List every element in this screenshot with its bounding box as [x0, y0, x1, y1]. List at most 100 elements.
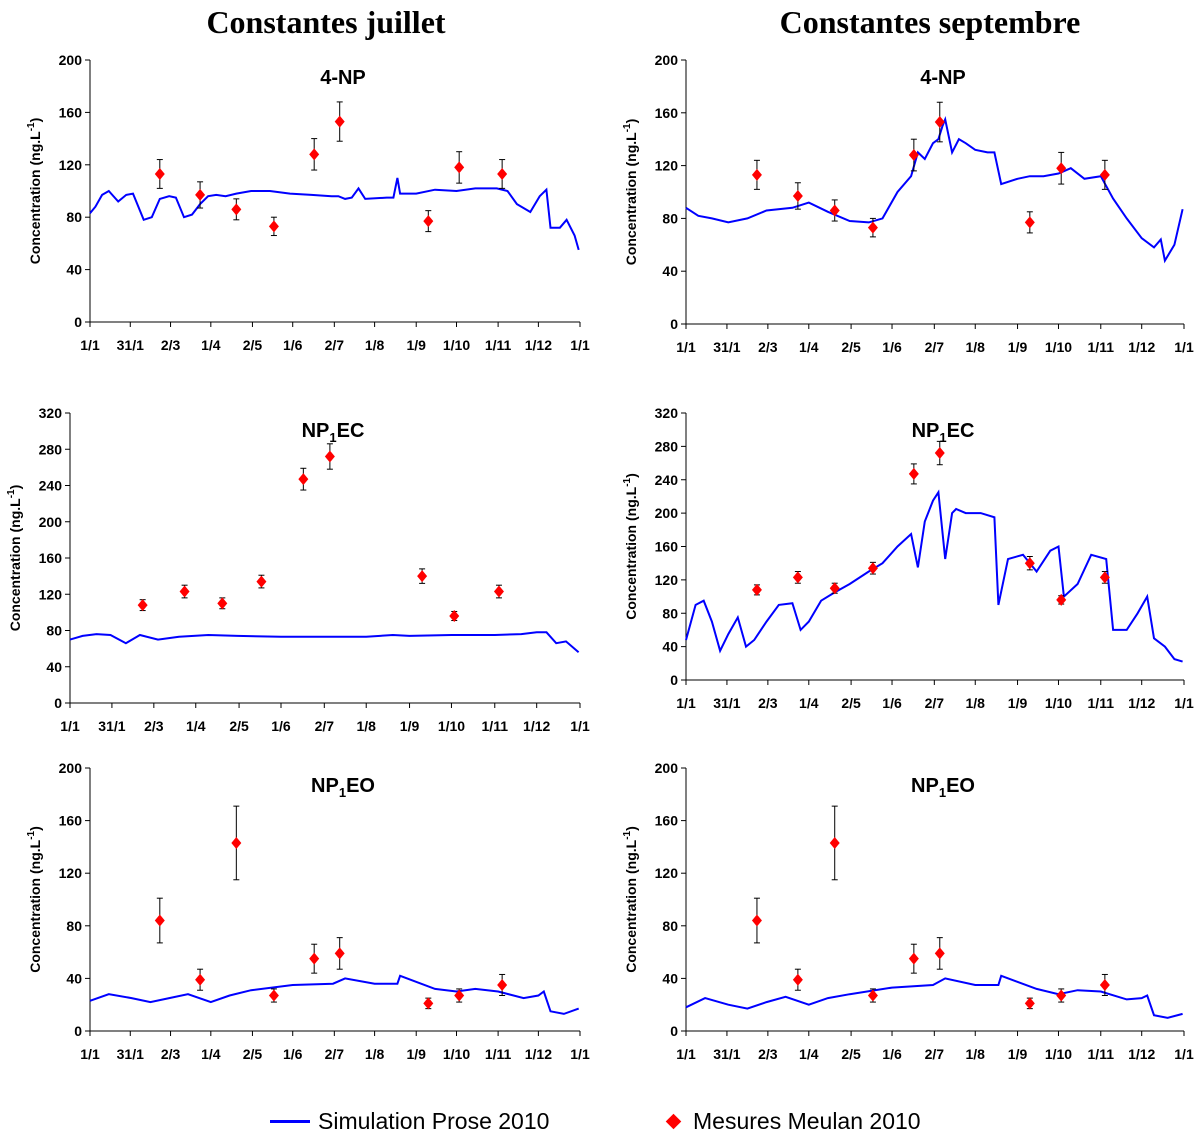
x-tick-label: 1/1 [676, 695, 696, 711]
measure-point [497, 167, 508, 180]
measure-point [934, 116, 945, 129]
y-tick-label: 0 [670, 672, 678, 688]
measure-point [1024, 997, 1035, 1010]
chart-title: NP1EC [912, 420, 975, 445]
x-tick-label: 2/7 [325, 1046, 345, 1062]
x-tick-label: 1/1 [1174, 695, 1194, 711]
measure-point [334, 115, 345, 128]
measure-point [154, 167, 165, 180]
x-tick-label: 1/1 [676, 339, 696, 355]
x-tick-label: 1/8 [966, 339, 986, 355]
measure-point [423, 997, 434, 1010]
y-tick-label: 0 [670, 1023, 678, 1039]
measure-point [1056, 162, 1067, 175]
measure-point [934, 447, 945, 460]
measure-point [1024, 557, 1035, 570]
x-tick-label: 1/4 [201, 337, 221, 353]
x-tick-label: 1/11 [1088, 695, 1115, 711]
x-tick-label: 1/1 [570, 1046, 590, 1062]
measure-point [751, 583, 762, 596]
y-tick-label: 120 [655, 158, 679, 174]
measure-point [493, 585, 504, 598]
x-tick-label: 1/6 [882, 695, 902, 711]
y-tick-label: 80 [662, 918, 678, 934]
y-tick-label: 240 [39, 478, 63, 494]
x-tick-label: 1/1 [80, 337, 100, 353]
x-tick-label: 1/4 [186, 718, 206, 734]
y-tick-label: 80 [46, 623, 62, 639]
y-tick-label: 200 [59, 52, 83, 68]
x-tick-label: 2/3 [758, 695, 778, 711]
measure-point [137, 599, 148, 612]
measure-point [334, 947, 345, 960]
measure-point [423, 215, 434, 228]
y-tick-label: 320 [39, 405, 63, 421]
x-tick-label: 2/7 [925, 339, 945, 355]
x-tick-label: 1/9 [406, 1046, 426, 1062]
x-tick-label: 1/12 [1128, 1046, 1155, 1062]
x-tick-label: 2/5 [243, 337, 263, 353]
x-tick-label: 1/6 [882, 1046, 902, 1062]
x-tick-label: 1/6 [283, 1046, 303, 1062]
measure-point [867, 221, 878, 234]
measure-point [908, 149, 919, 162]
x-tick-label: 1/8 [966, 1046, 986, 1062]
x-tick-label: 31/1 [98, 718, 125, 734]
legend-label-measures: Mesures Meulan 2010 [693, 1108, 921, 1134]
y-tick-label: 280 [655, 438, 679, 454]
measure-point [908, 952, 919, 965]
x-tick-label: 1/10 [438, 718, 465, 734]
measure-point [1099, 571, 1110, 584]
measure-point [309, 148, 320, 161]
measure-point [256, 575, 267, 588]
x-tick-label: 31/1 [713, 339, 740, 355]
y-tick-label: 160 [59, 104, 83, 120]
simulation-line [89, 177, 580, 251]
measure-point [829, 582, 840, 595]
chart-title: NP1EO [911, 775, 975, 800]
x-tick-label: 1/11 [485, 337, 512, 353]
x-tick-label: 31/1 [117, 1046, 144, 1062]
y-tick-label: 80 [66, 209, 82, 225]
x-tick-label: 1/9 [406, 337, 426, 353]
measure-point [309, 952, 320, 965]
y-tick-label: 200 [39, 514, 63, 530]
y-tick-label: 80 [662, 210, 678, 226]
chart-title: 4-NP [920, 67, 966, 89]
y-tick-label: 120 [655, 572, 679, 588]
x-tick-label: 1/1 [1174, 339, 1194, 355]
y-tick-label: 200 [655, 760, 679, 776]
y-tick-label: 0 [54, 695, 62, 711]
x-tick-label: 1/4 [799, 695, 819, 711]
x-tick-label: 1/11 [482, 718, 509, 734]
y-tick-label: 40 [662, 263, 678, 279]
x-tick-label: 2/5 [841, 339, 861, 355]
y-axis-label: Concentration (ng.L-1) [26, 118, 43, 265]
x-tick-label: 1/12 [1128, 695, 1155, 711]
x-tick-label: 1/9 [1008, 339, 1028, 355]
x-tick-label: 2/7 [315, 718, 335, 734]
x-tick-label: 1/12 [525, 337, 552, 353]
x-tick-label: 1/4 [201, 1046, 221, 1062]
y-tick-label: 120 [39, 586, 63, 602]
measure-point [751, 914, 762, 927]
legend-label-simulation: Simulation Prose 2010 [318, 1108, 550, 1134]
column-title-september: Constantes septembre [779, 4, 1081, 40]
x-tick-label: 2/3 [758, 1046, 778, 1062]
x-tick-label: 1/10 [1045, 1046, 1072, 1062]
y-tick-label: 160 [39, 550, 63, 566]
x-tick-label: 2/7 [325, 337, 345, 353]
measure-point [449, 610, 460, 622]
x-tick-label: 1/6 [882, 339, 902, 355]
x-tick-label: 1/1 [570, 337, 590, 353]
y-axis-label: Concentration (ng.L-1) [622, 473, 639, 620]
y-tick-label: 0 [74, 1023, 82, 1039]
x-tick-label: 1/10 [1045, 695, 1072, 711]
x-tick-label: 2/3 [161, 337, 181, 353]
x-tick-label: 2/5 [243, 1046, 263, 1062]
measure-point [1056, 593, 1067, 606]
x-tick-label: 31/1 [117, 337, 144, 353]
x-tick-label: 1/8 [365, 337, 385, 353]
legend-diamond-swatch [665, 1113, 682, 1130]
x-tick-label: 1/12 [523, 718, 550, 734]
